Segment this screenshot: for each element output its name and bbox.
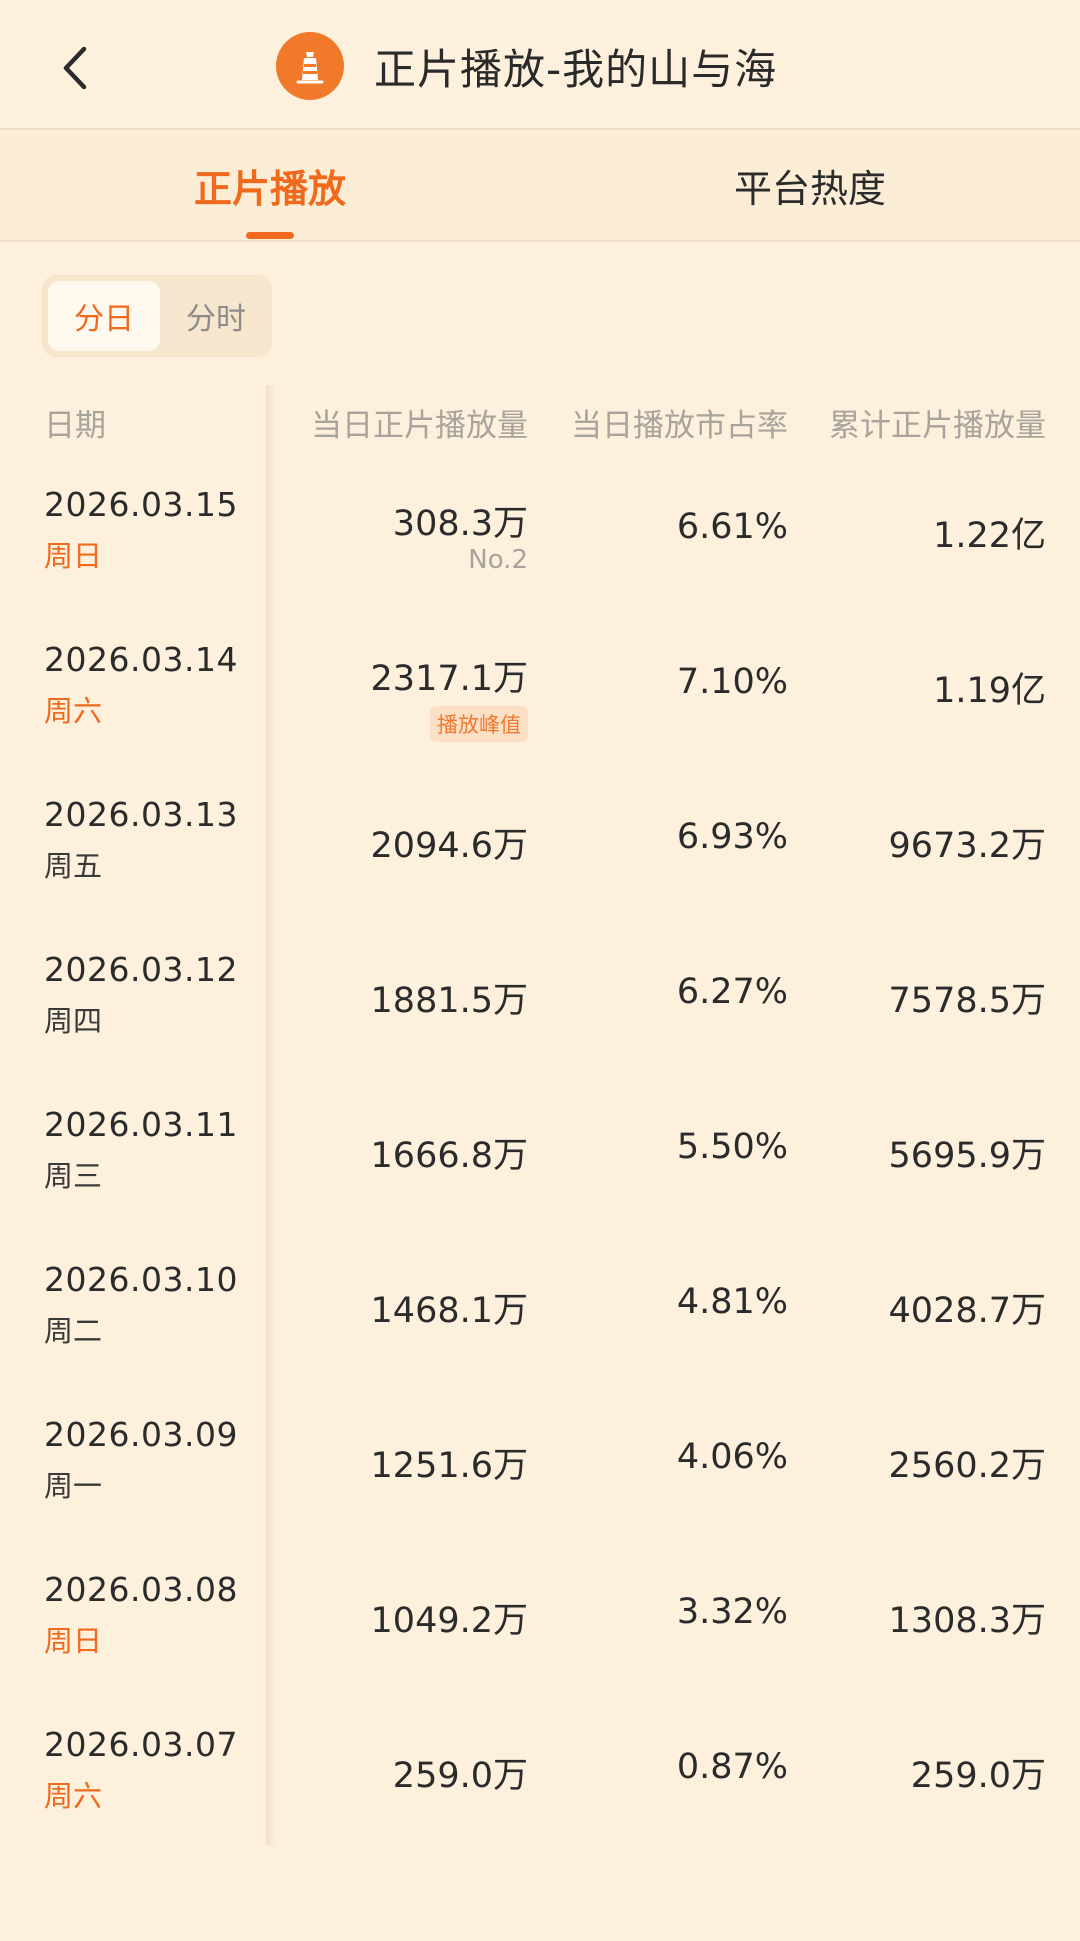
- row-cumulative: 5695.9万: [888, 1136, 1046, 1176]
- row-daily-plays: 259.0万: [392, 1756, 528, 1796]
- lighthouse-logo-icon: [276, 32, 344, 100]
- table-row[interactable]: 2026.03.14 周六 2317.1万 播放峰值 7.10% 1.19亿: [0, 640, 1080, 795]
- table-row[interactable]: 2026.03.08 周日 1049.2万 3.32% 1308.3万: [0, 1570, 1080, 1725]
- row-date: 2026.03.09: [44, 1415, 238, 1454]
- row-daily-plays: 308.3万: [392, 504, 528, 544]
- peak-badge: 播放峰值: [430, 706, 528, 742]
- top-bar: 正片播放-我的山与海: [0, 0, 1080, 130]
- chevron-left-icon: [63, 46, 87, 90]
- row-date: 2026.03.13: [44, 795, 238, 834]
- granularity-toggle: 分日 分时: [42, 275, 272, 357]
- row-weekday: 周三: [44, 1159, 103, 1193]
- tab-main-playback[interactable]: 正片播放: [193, 166, 346, 211]
- row-date: 2026.03.14: [44, 640, 238, 679]
- row-cumulative: 1308.3万: [888, 1601, 1046, 1641]
- row-date: 2026.03.08: [44, 1570, 238, 1609]
- table-row[interactable]: 2026.03.13 周五 2094.6万 6.93% 9673.2万: [0, 795, 1080, 950]
- row-weekday: 周五: [44, 849, 103, 883]
- row-market-share: 3.32%: [676, 1592, 788, 1632]
- row-date: 2026.03.10: [44, 1260, 238, 1299]
- row-date: 2026.03.07: [44, 1725, 238, 1764]
- row-date: 2026.03.11: [44, 1105, 238, 1144]
- title-group: 正片播放-我的山与海: [276, 30, 777, 102]
- page-title: 正片播放-我的山与海: [374, 44, 778, 94]
- tab-platform-heat[interactable]: 平台热度: [733, 166, 886, 211]
- row-market-share: 5.50%: [676, 1127, 788, 1167]
- row-daily-plays: 1666.8万: [370, 1136, 528, 1176]
- row-cumulative: 1.19亿: [933, 671, 1046, 711]
- row-daily-plays: 1881.5万: [370, 981, 528, 1021]
- row-date: 2026.03.15: [44, 485, 238, 524]
- row-market-share: 4.06%: [676, 1437, 788, 1477]
- segment-by-day[interactable]: 分日: [48, 281, 160, 351]
- row-daily-plays: 1049.2万: [370, 1601, 528, 1641]
- row-market-share: 0.87%: [676, 1747, 788, 1787]
- tab-bar: 正片播放 平台热度: [0, 130, 1080, 242]
- header-market-share: 当日播放市占率: [571, 408, 788, 444]
- table-row[interactable]: 2026.03.09 周一 1251.6万 4.06% 2560.2万: [0, 1415, 1080, 1570]
- row-daily-plays: 1468.1万: [370, 1291, 528, 1331]
- segment-by-hour[interactable]: 分时: [186, 302, 246, 337]
- row-cumulative: 1.22亿: [933, 516, 1046, 556]
- active-tab-indicator: [246, 232, 294, 239]
- row-rank: No.2: [468, 545, 528, 575]
- row-cumulative: 9673.2万: [888, 826, 1046, 866]
- header-daily-plays: 当日正片播放量: [311, 408, 528, 444]
- row-market-share: 6.27%: [676, 972, 788, 1012]
- table-row[interactable]: 2026.03.10 周二 1468.1万 4.81% 4028.7万: [0, 1260, 1080, 1415]
- row-weekday: 周一: [44, 1469, 103, 1503]
- row-daily-plays: 2094.6万: [370, 826, 528, 866]
- row-cumulative: 7578.5万: [888, 981, 1046, 1021]
- row-market-share: 7.10%: [676, 662, 788, 702]
- row-cumulative: 259.0万: [910, 1756, 1046, 1796]
- row-date: 2026.03.12: [44, 950, 238, 989]
- row-cumulative: 4028.7万: [888, 1291, 1046, 1331]
- sticky-column-shadow: [266, 385, 276, 1845]
- table-row[interactable]: 2026.03.11 周三 1666.8万 5.50% 5695.9万: [0, 1105, 1080, 1260]
- row-weekday: 周六: [44, 1779, 103, 1813]
- row-weekday: 周六: [44, 694, 103, 728]
- row-weekday: 周日: [44, 539, 103, 573]
- row-cumulative: 2560.2万: [888, 1446, 1046, 1486]
- row-daily-plays: 2317.1万: [370, 659, 528, 699]
- row-weekday: 周日: [44, 1624, 103, 1658]
- row-weekday: 周四: [44, 1004, 103, 1038]
- row-market-share: 6.93%: [676, 817, 788, 857]
- row-daily-plays: 1251.6万: [370, 1446, 528, 1486]
- header-date: 日期: [44, 408, 106, 444]
- header-cumulative: 累计正片播放量: [829, 408, 1046, 444]
- row-market-share: 4.81%: [676, 1282, 788, 1322]
- row-market-share: 6.61%: [676, 507, 788, 547]
- table-row[interactable]: 2026.03.15 周日 308.3万 No.2 6.61% 1.22亿: [0, 485, 1080, 640]
- row-weekday: 周二: [44, 1314, 103, 1348]
- table-row[interactable]: 2026.03.12 周四 1881.5万 6.27% 7578.5万: [0, 950, 1080, 1105]
- back-button[interactable]: [40, 36, 110, 100]
- table-row[interactable]: 2026.03.07 周六 259.0万 0.87% 259.0万: [0, 1725, 1080, 1880]
